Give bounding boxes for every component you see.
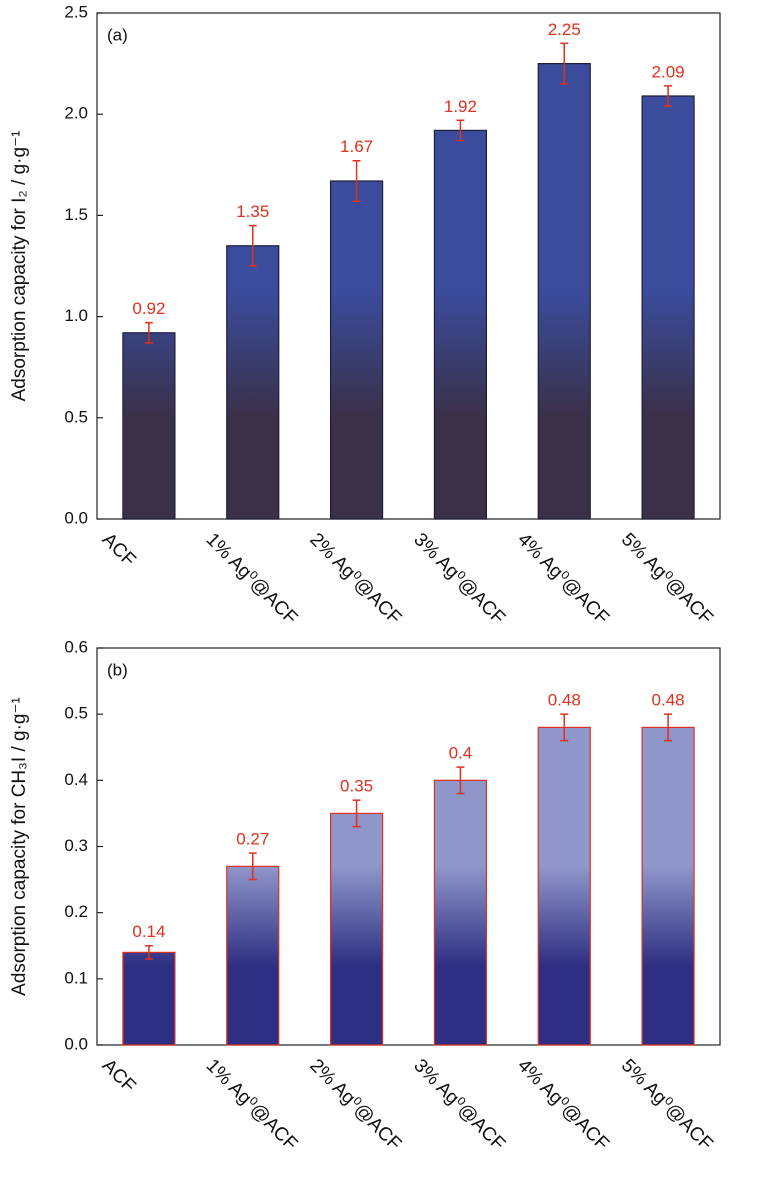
error-bar (144, 945, 153, 960)
error-bar (248, 224, 257, 267)
y-axis-label: Adsorption capacity for I₂ / g·g⁻¹ (9, 131, 30, 402)
x-tick-label: 2% Ag⁰@ACF (306, 529, 406, 629)
y-tick-label: 0.0 (64, 1034, 88, 1053)
bar (329, 812, 384, 1046)
y-tick-label: 0.4 (64, 770, 88, 789)
error-bar (664, 85, 673, 107)
x-tick-label: ACF (98, 529, 140, 571)
value-label: 2.25 (548, 20, 581, 39)
value-label: 0.92 (132, 299, 165, 318)
value-label: 0.35 (340, 777, 373, 796)
bar (226, 245, 280, 520)
bar (226, 865, 280, 1046)
bar (537, 726, 591, 1046)
error-bar (248, 852, 257, 881)
x-tick-label: 1% Ag⁰@ACF (202, 1055, 302, 1155)
value-label: 0.4 (449, 744, 473, 763)
y-tick-label: 0.5 (64, 407, 88, 426)
x-tick-label: 5% Ag⁰@ACF (617, 1055, 717, 1155)
value-label: 0.48 (652, 691, 685, 710)
x-tick-label: 2% Ag⁰@ACF (306, 1055, 406, 1155)
error-bar (560, 42, 569, 85)
y-tick-label: 2.0 (64, 104, 88, 123)
value-label: 2.09 (652, 62, 685, 81)
y-axis-label: Adsorption capacity for CH₃I / g·g⁻¹ (9, 697, 30, 996)
x-tick-label: 3% Ag⁰@ACF (409, 529, 509, 629)
bar (641, 95, 695, 520)
x-tick-label: 4% Ag⁰@ACF (513, 1055, 613, 1155)
error-bar (560, 713, 569, 742)
value-label: 0.14 (132, 922, 165, 941)
y-tick-label: 0.1 (64, 968, 88, 987)
y-tick-label: 1.5 (64, 205, 88, 224)
bar (122, 951, 176, 1046)
x-tick-label: 5% Ag⁰@ACF (617, 529, 717, 629)
panel-label: (b) (107, 660, 128, 679)
panel-label: (a) (107, 25, 128, 44)
error-bar (456, 119, 465, 142)
error-bar (456, 766, 465, 795)
bar (641, 726, 695, 1046)
x-tick-label: 1% Ag⁰@ACF (202, 529, 302, 629)
y-tick-label: 0.0 (64, 508, 88, 527)
bar (537, 62, 591, 520)
plot-frame (96, 647, 721, 1046)
error-bar (664, 713, 673, 742)
plot-frame (96, 12, 721, 520)
x-tick-label: 3% Ag⁰@ACF (409, 1055, 509, 1155)
x-tick-label: 4% Ag⁰@ACF (513, 529, 613, 629)
x-tick-label: ACF (98, 1055, 140, 1097)
error-bar (144, 321, 153, 344)
error-bar (352, 160, 361, 202)
y-tick-label: 2.5 (64, 2, 88, 21)
y-tick-label: 1.0 (64, 306, 88, 325)
y-tick-label: 0.6 (64, 637, 88, 656)
value-label: 1.67 (340, 137, 373, 156)
value-label: 1.92 (444, 97, 477, 116)
y-tick-label: 0.5 (64, 704, 88, 723)
value-label: 1.35 (236, 202, 269, 221)
y-tick-label: 0.3 (64, 836, 88, 855)
bar (329, 180, 384, 520)
bar (433, 779, 488, 1046)
error-bar (352, 799, 361, 828)
value-label: 0.27 (236, 830, 269, 849)
value-label: 0.48 (548, 691, 581, 710)
y-tick-label: 0.2 (64, 902, 88, 921)
bar (122, 332, 176, 520)
bar (433, 129, 488, 520)
